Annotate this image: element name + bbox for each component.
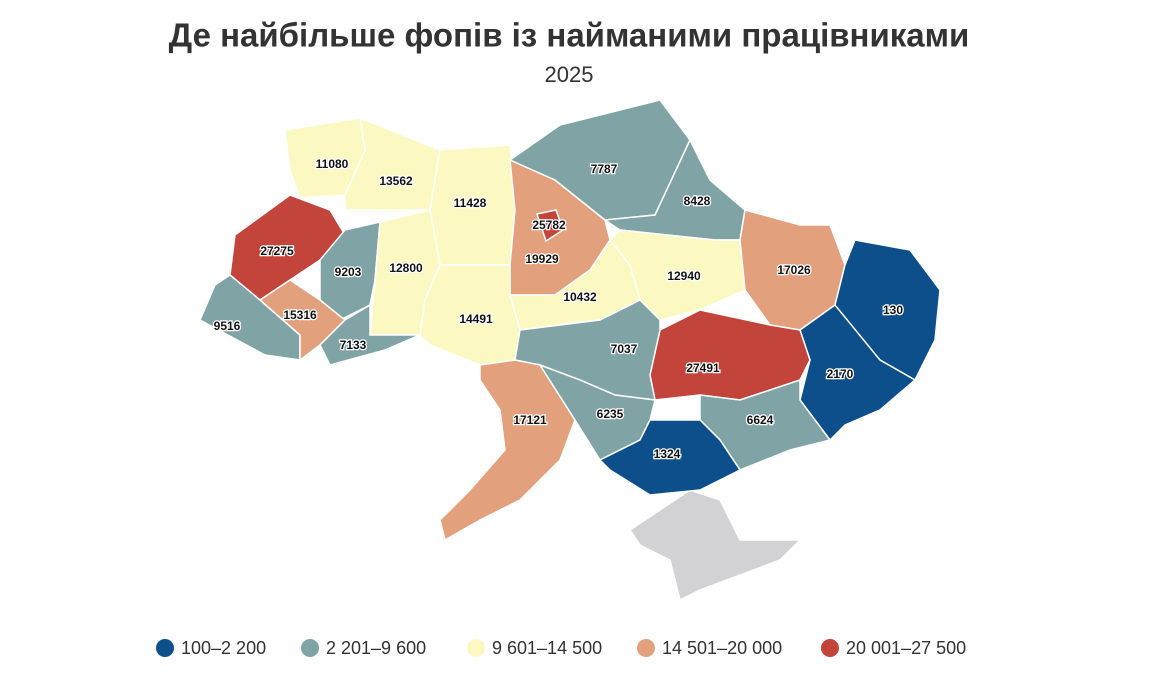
region-label: 7037: [611, 342, 638, 356]
region: [598, 419, 742, 496]
legend-label: 20 001–27 500: [846, 638, 966, 658]
region-label: 17121: [513, 413, 547, 427]
region: [608, 229, 746, 321]
region-label: 9203: [335, 265, 362, 279]
region-label: 27275: [260, 244, 294, 258]
region: [536, 209, 564, 243]
legend-swatch: [301, 639, 319, 657]
region-label: 6624: [747, 413, 774, 427]
legend-label: 9 601–14 500: [492, 638, 602, 658]
legend-swatch: [637, 639, 655, 657]
region-label: 7787: [591, 162, 618, 176]
region-label: 7133: [340, 338, 367, 352]
region-label: 27491: [686, 361, 720, 375]
legend-swatch: [156, 639, 174, 657]
legend-label: 14 501–20 000: [662, 638, 782, 658]
legend-label: 2 201–9 600: [326, 638, 426, 658]
chart-subtitle: 2025: [545, 62, 594, 87]
region-label: 8428: [684, 194, 711, 208]
region-label: 11080: [316, 157, 349, 171]
region-label: 12800: [389, 261, 423, 275]
chart-title: Де найбільше фопів із найманими працівни…: [169, 17, 970, 54]
legend-swatch: [821, 639, 839, 657]
region-label: 15316: [283, 308, 317, 322]
regions: [199, 99, 941, 542]
region: [319, 303, 421, 366]
region-label: 6235: [597, 407, 624, 421]
region-label: 12940: [667, 269, 701, 283]
legend-label: 100–2 200: [181, 638, 266, 658]
region: [799, 303, 917, 442]
legend-swatch: [467, 639, 485, 657]
region-label: 14491: [459, 312, 493, 326]
region-label: 9516: [214, 319, 241, 333]
legend: 100–2 200 2 201–9 600 9 601–14 500 14 501–2…: [156, 638, 966, 658]
region-label: 17026: [777, 263, 811, 277]
region-label: 1324: [654, 447, 681, 461]
region-label: 10432: [563, 290, 597, 304]
region-label: 19929: [525, 252, 559, 266]
region-label: 25782: [532, 218, 566, 232]
region-label: 11428: [454, 196, 487, 210]
region-label: 13562: [379, 174, 413, 188]
region-label: 130: [883, 303, 903, 317]
region-label: 2170: [827, 367, 854, 381]
crimea: [628, 489, 802, 602]
region-labels: 11080 13562 11428 19929 25782 7787 8428 27275 92…: [212, 156, 904, 463]
